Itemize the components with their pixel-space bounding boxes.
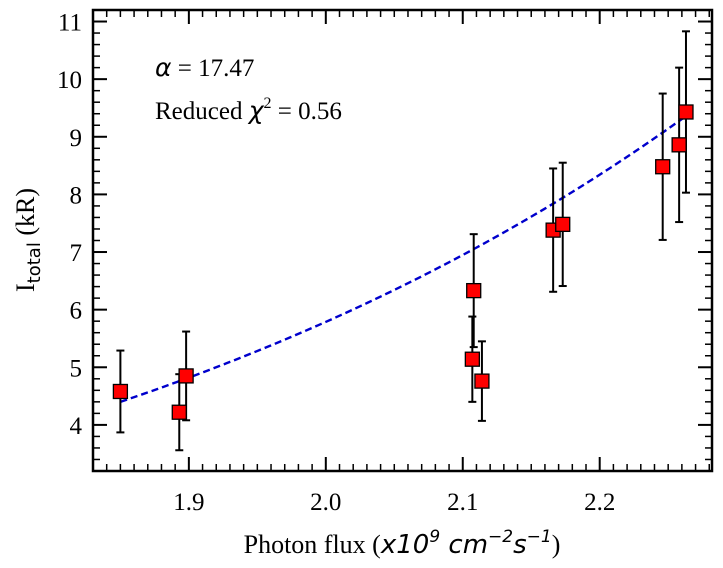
axis-ticks (93, 9, 712, 472)
alpha-annotation: α = 17.47 (155, 53, 254, 82)
data-point (112, 383, 129, 400)
fit-curve (120, 115, 687, 403)
y-tick-label: 7 (70, 240, 83, 267)
x-tick-label: 2.2 (584, 489, 615, 516)
x-tick-label: 2.1 (447, 489, 478, 516)
y-tick-label: 5 (70, 355, 83, 382)
y-tick-label: 9 (70, 125, 83, 152)
y-tick-label: 8 (70, 182, 83, 209)
data-point (466, 282, 482, 299)
y-tick-label: 10 (57, 67, 82, 94)
x-axis-label: Photon flux (x109 cm−2s−1) (244, 527, 561, 560)
data-points (112, 104, 694, 420)
data-point (555, 216, 571, 233)
data-point (178, 368, 194, 384)
y-tick-labels: 4 5 6 7 8 9 10 11 (57, 10, 83, 440)
y-axis-label: Itotal (kR) (11, 188, 45, 292)
data-point (655, 159, 671, 175)
x-tick-label: 1.9 (173, 489, 204, 516)
y-tick-label: 6 (70, 298, 83, 325)
chi-squared-annotation: Reduced χ2 = 0.56 (155, 95, 342, 125)
y-tick-label: 4 (70, 413, 83, 440)
data-point (678, 104, 694, 120)
y-tick-label: 11 (58, 10, 82, 37)
x-tick-label: 2.0 (310, 489, 341, 516)
x-tick-labels: 1.9 2.0 2.1 2.2 (173, 489, 615, 516)
data-point (171, 404, 187, 420)
data-point (464, 351, 480, 367)
error-bars (116, 30, 690, 452)
data-point (474, 373, 490, 389)
data-point (671, 137, 687, 153)
